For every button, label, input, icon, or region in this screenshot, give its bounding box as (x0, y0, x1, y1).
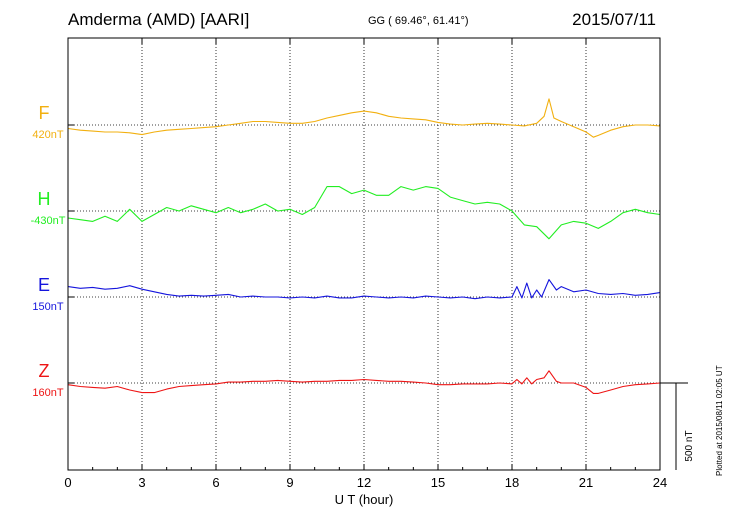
series-baseline-F: 420nT (32, 129, 63, 141)
x-axis-label: U T (hour) (335, 492, 394, 507)
grid (68, 38, 660, 470)
series-layer: F 420nT H -430nT E 150nT Z 160nT (31, 98, 661, 399)
series-line-F (67, 98, 661, 138)
series-label-F: F (39, 103, 50, 123)
geographic-coordinates: GG ( 69.46°, 61.41°) (368, 15, 469, 27)
x-axis: 0 3 6 9 12 15 18 21 24 (64, 38, 667, 490)
date-label: 2015/07/11 (572, 10, 656, 29)
x-tick-label: 0 (64, 475, 71, 490)
x-tick-label: 15 (431, 475, 445, 490)
station-title: Amderma (AMD) [AARI] (68, 10, 250, 29)
x-tick-label: 9 (286, 475, 293, 490)
series-line-E (67, 279, 661, 300)
x-tick-label: 12 (357, 475, 371, 490)
x-tick-label: 3 (138, 475, 145, 490)
x-tick-label: 24 (653, 475, 667, 490)
x-tick-label: 6 (212, 475, 219, 490)
series-baseline-H: -430nT (31, 215, 66, 227)
series-label-E: E (38, 275, 50, 295)
series-line-Z (67, 370, 661, 394)
scale-bar-label: 500 nT (684, 430, 695, 461)
series-baseline-Z: 160nT (32, 387, 63, 399)
series-line-H (67, 186, 661, 240)
series-baseline-E: 150nT (32, 301, 63, 313)
series-label-Z: Z (39, 361, 50, 381)
scale-bar: 500 nT (660, 382, 695, 470)
series-label-H: H (38, 189, 51, 209)
x-tick-label: 18 (505, 475, 519, 490)
x-tick-label: 21 (579, 475, 593, 490)
